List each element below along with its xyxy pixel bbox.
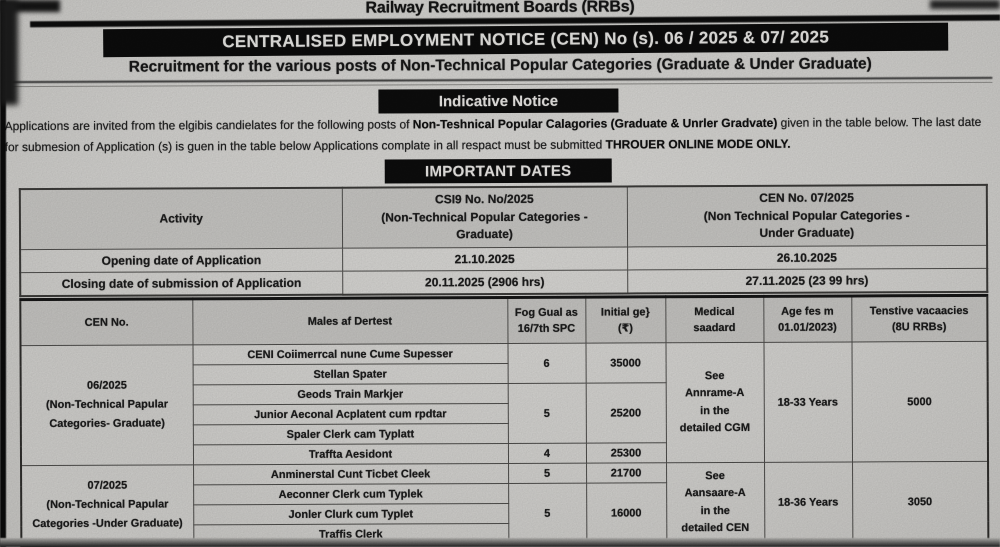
intro-bold-online-mode: THROUER ONLINE MODE ONLY. xyxy=(605,136,791,152)
important-dates-banner: IMPORTANT DATES xyxy=(384,158,612,184)
scan-edge-bottom xyxy=(0,538,1000,547)
medical-standard-cell: See Annrame-A in the detailed CGM xyxy=(665,342,765,463)
post-name: Aeconner Clerk cum Typlek xyxy=(193,483,509,505)
table-row: Closing date of submission of Applicatio… xyxy=(20,267,988,296)
posts-header-age: Age fes m 01.01/2023) xyxy=(763,295,852,343)
post-name: Junior Aeconal Acplatent cum rpdtar xyxy=(192,403,508,425)
posts-header-initial-pay: Initial ge} (₹) xyxy=(585,296,666,344)
posts-table: CEN No. Males af Dertest Fog Gual as 16/… xyxy=(19,293,990,547)
posts-header-cen-no: CEN No. xyxy=(20,298,193,346)
posts-header-pay-level: Fog Gual as 16/7th SPC xyxy=(507,297,586,344)
cen-group-07-label: 07/2025 (Non-Technical Papular Categorie… xyxy=(21,464,194,547)
opening-date-cen07: 26.10.2025 xyxy=(627,244,988,270)
cen-group-06-label: 06/2025 (Non-Technical Papular Categorie… xyxy=(20,344,194,466)
age-range-cell: 18-33 Years xyxy=(763,341,853,463)
post-name: CENI Coiimerrcal nune Cume Supesser xyxy=(192,343,508,365)
scan-smudge-top-right xyxy=(930,0,1000,9)
intro-text: Applications are invited from the elgibi… xyxy=(4,117,410,134)
opening-date-label: Opening date of Application xyxy=(20,247,343,273)
intro-paragraph: Applications are invited from the elgibi… xyxy=(5,112,998,158)
intro-bold-categories: Non-Teshnical Popular Calagories (Gradua… xyxy=(412,115,778,132)
pay-level-value: 4 xyxy=(507,443,587,464)
pay-level-value: 6 xyxy=(507,343,586,384)
closing-date-label: Closing date of submission of Applicatio… xyxy=(20,270,343,296)
age-range-cell: 18-36 Years xyxy=(764,461,853,543)
dates-header-cen07: CEN No. 07/2025 (Non Technical Popular C… xyxy=(626,184,988,247)
scan-smudge-left xyxy=(0,0,18,105)
table-row: 06/2025 (Non-Technical Papular Categorie… xyxy=(20,341,989,466)
post-name: Anminerstal Cunt Ticbet Cleek xyxy=(193,463,509,485)
closing-date-cen06: 20.11.2025 (2906 hrs) xyxy=(342,269,628,295)
post-name: Geods Train Markjer xyxy=(192,383,508,405)
posts-header-medical: Medical saadard xyxy=(665,296,764,343)
post-name: Stellan Spater xyxy=(192,363,508,385)
pay-level-value: 5 xyxy=(508,463,587,484)
important-dates-table: Activity CSI9 No. No/2025 (Non-Technical… xyxy=(18,183,989,297)
initial-pay-value: 25300 xyxy=(585,442,667,464)
post-name: Traffta Aesidont xyxy=(192,443,509,465)
table-row: 07/2025 (Non-Technical Papular Categorie… xyxy=(21,461,989,547)
recruitment-subtitle: Recruitment for the various posts of Non… xyxy=(128,55,872,76)
divider-line xyxy=(12,81,993,88)
initial-pay-value: 35000 xyxy=(585,342,666,384)
indicative-notice-banner: Indicative Notice xyxy=(378,88,619,114)
post-name: Spaler Clerk cam Typlatt xyxy=(192,423,508,445)
dates-header-activity: Activity xyxy=(19,187,343,250)
posts-header-vacancies: Tenstive vacaacies (8U RRBs) xyxy=(851,295,988,342)
closing-date-cen07: 27.11.2025 (23 99 hrs) xyxy=(627,267,988,293)
vacancies-cell: 5000 xyxy=(851,341,989,462)
initial-pay-value: 25200 xyxy=(585,382,666,444)
pay-level-value: 5 xyxy=(508,483,587,544)
cen-notice-banner: CENTRALISED EMPLOYMENT NOTICE (CEN) No (… xyxy=(103,22,949,58)
vacancies-cell: 3050 xyxy=(852,461,989,543)
medical-standard-cell: See Aansaare-A in the detailed CEN xyxy=(666,462,765,544)
dates-header-cen06: CSI9 No. No/2025 (Non-Technical Popular … xyxy=(341,186,628,248)
opening-date-cen06: 21.10.2025 xyxy=(342,246,628,271)
initial-pay-value: 21700 xyxy=(586,462,667,484)
pay-level-value: 5 xyxy=(507,383,586,444)
initial-pay-value: 16000 xyxy=(586,482,667,544)
posts-header-name-of-post: Males af Dertest xyxy=(192,297,508,345)
post-name: Jonler Clurk cum Typlet xyxy=(193,503,509,525)
